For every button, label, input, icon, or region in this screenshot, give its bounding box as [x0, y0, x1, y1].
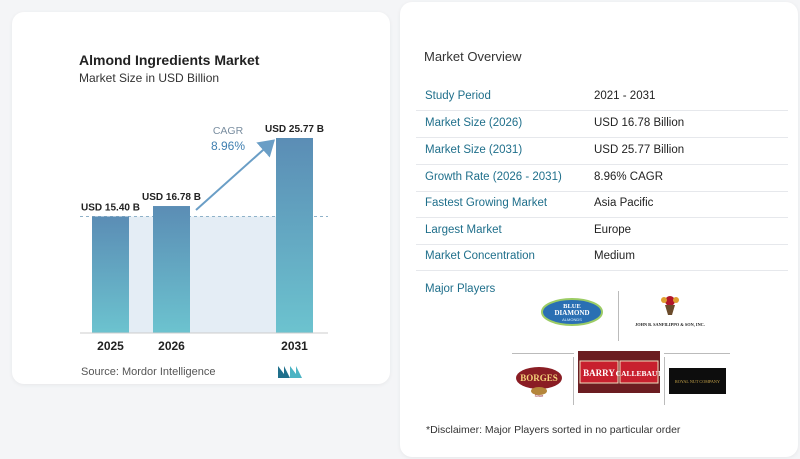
overview-row: Market Size (2031) USD 25.77 Billion	[416, 138, 788, 165]
bar-value-label: USD 16.78 B	[142, 192, 201, 203]
logo-divider	[573, 357, 574, 405]
royal-nut-company-logo: ROYAL NUT COMPANY	[669, 368, 726, 399]
category-tick-label: 2031	[281, 339, 308, 353]
bar-chart: USD 15.40 B 2025 USD 16.78 B 2026 USD 25.77 …	[80, 124, 328, 353]
logo-divider	[618, 291, 619, 349]
logo-divider	[664, 357, 665, 405]
overview-row-value: USD 25.77 Billion	[594, 144, 685, 156]
overview-row-label: Largest Market	[425, 224, 502, 236]
cagr-arrow	[195, 139, 275, 211]
overview-row: Market Concentration Medium	[416, 244, 788, 271]
category-tick-label: 2025	[97, 339, 124, 353]
overview-row-label: Market Concentration	[425, 250, 535, 262]
disclaimer: *Disclaimer: Major Players sorted in no …	[426, 424, 681, 436]
blue-diamond-line-2: DIAMOND	[555, 309, 590, 317]
blue-diamond-logo: BLUE DIAMOND ALMONDS	[540, 297, 604, 332]
sanfilippo-text: JOHN B. SANFILIPPO & SON, INC.	[635, 322, 705, 327]
overview-row: Fastest Growing Market Asia Pacific	[416, 191, 788, 218]
blue-diamond-line-3: ALMONDS	[562, 317, 582, 322]
overview-row: Growth Rate (2026 - 2031) 8.96% CAGR	[416, 165, 788, 192]
borges-logo: BORGES Since	[514, 364, 564, 403]
overview-row-value: Asia Pacific	[594, 197, 654, 209]
source-text: Source: Mordor Intelligence	[81, 366, 216, 378]
overview-row-label: Growth Rate (2026 - 2031)	[425, 171, 562, 183]
major-players-title: Major Players	[425, 283, 496, 295]
bar-2031	[276, 138, 313, 333]
chart-title: Almond Ingredients Market	[79, 52, 260, 68]
chart-subtitle: Market Size in USD Billion	[79, 71, 220, 85]
overview-row-value: USD 16.78 Billion	[594, 117, 685, 129]
overview-row-value: 2021 - 2031	[594, 90, 656, 102]
barry-text: BARRY	[583, 368, 615, 378]
bar-2025	[92, 216, 129, 333]
overview-row-label: Market Size (2026)	[425, 117, 523, 129]
royal-nut-text: ROYAL NUT COMPANY	[675, 379, 720, 384]
overview-row: Study Period 2021 - 2031	[416, 84, 788, 111]
mordor-intelligence-logo-icon	[278, 366, 302, 378]
cagr-value: 8.96%	[211, 139, 245, 153]
overview-row-label: Study Period	[425, 90, 491, 102]
overview-row-value: Europe	[594, 224, 632, 236]
borges-text: BORGES	[520, 373, 558, 383]
borges-tagline: Since	[535, 394, 544, 398]
barry-callebaut-logo: BARRY CALLEBAUT	[574, 341, 664, 406]
overview-row-value: 8.96% CAGR	[594, 171, 664, 183]
overview-row-value: Medium	[594, 250, 635, 262]
callebaut-text: CALLEBAUT	[616, 369, 663, 378]
bar-2026	[153, 206, 190, 333]
bar-value-label: USD 15.40 B	[81, 202, 140, 213]
overview-row: Market Size (2026) USD 16.78 Billion	[416, 111, 788, 138]
overview-row-label: Market Size (2031)	[425, 144, 523, 156]
blue-diamond-line-1: BLUE	[563, 303, 581, 310]
cagr-label: CAGR	[213, 125, 244, 137]
overview-row-label: Fastest Growing Market	[425, 197, 548, 209]
category-tick-label: 2026	[158, 339, 185, 353]
overview-title: Market Overview	[424, 49, 522, 64]
overview-row: Largest Market Europe	[416, 218, 788, 245]
john-b-sanfilippo-logo: JOHN B. SANFILIPPO & SON, INC.	[628, 293, 718, 331]
bar-value-label: USD 25.77 B	[265, 124, 324, 135]
